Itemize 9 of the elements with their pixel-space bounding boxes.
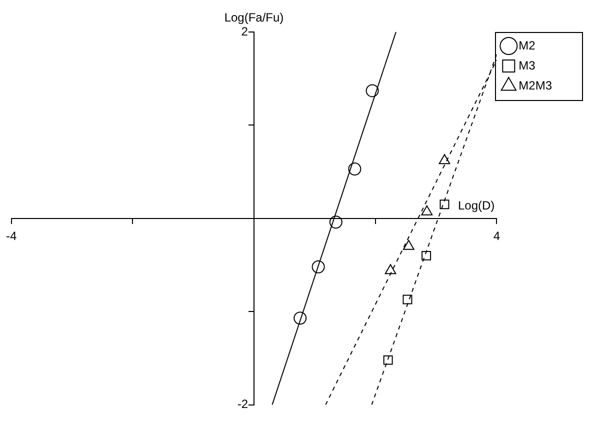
x-tick-label: 4 xyxy=(493,228,500,243)
legend-label: M2 xyxy=(518,38,536,52)
y-tick-label: 2 xyxy=(241,24,254,38)
y-tick-label: -2 xyxy=(237,397,254,412)
x-axis-title: Log(D) xyxy=(458,198,495,213)
legend-label: M2M3 xyxy=(518,78,552,92)
y-axis-title: Log(Fa/Fu) xyxy=(224,10,284,24)
x-tick-label: -4 xyxy=(6,228,17,243)
legend-label: M3 xyxy=(518,58,536,72)
